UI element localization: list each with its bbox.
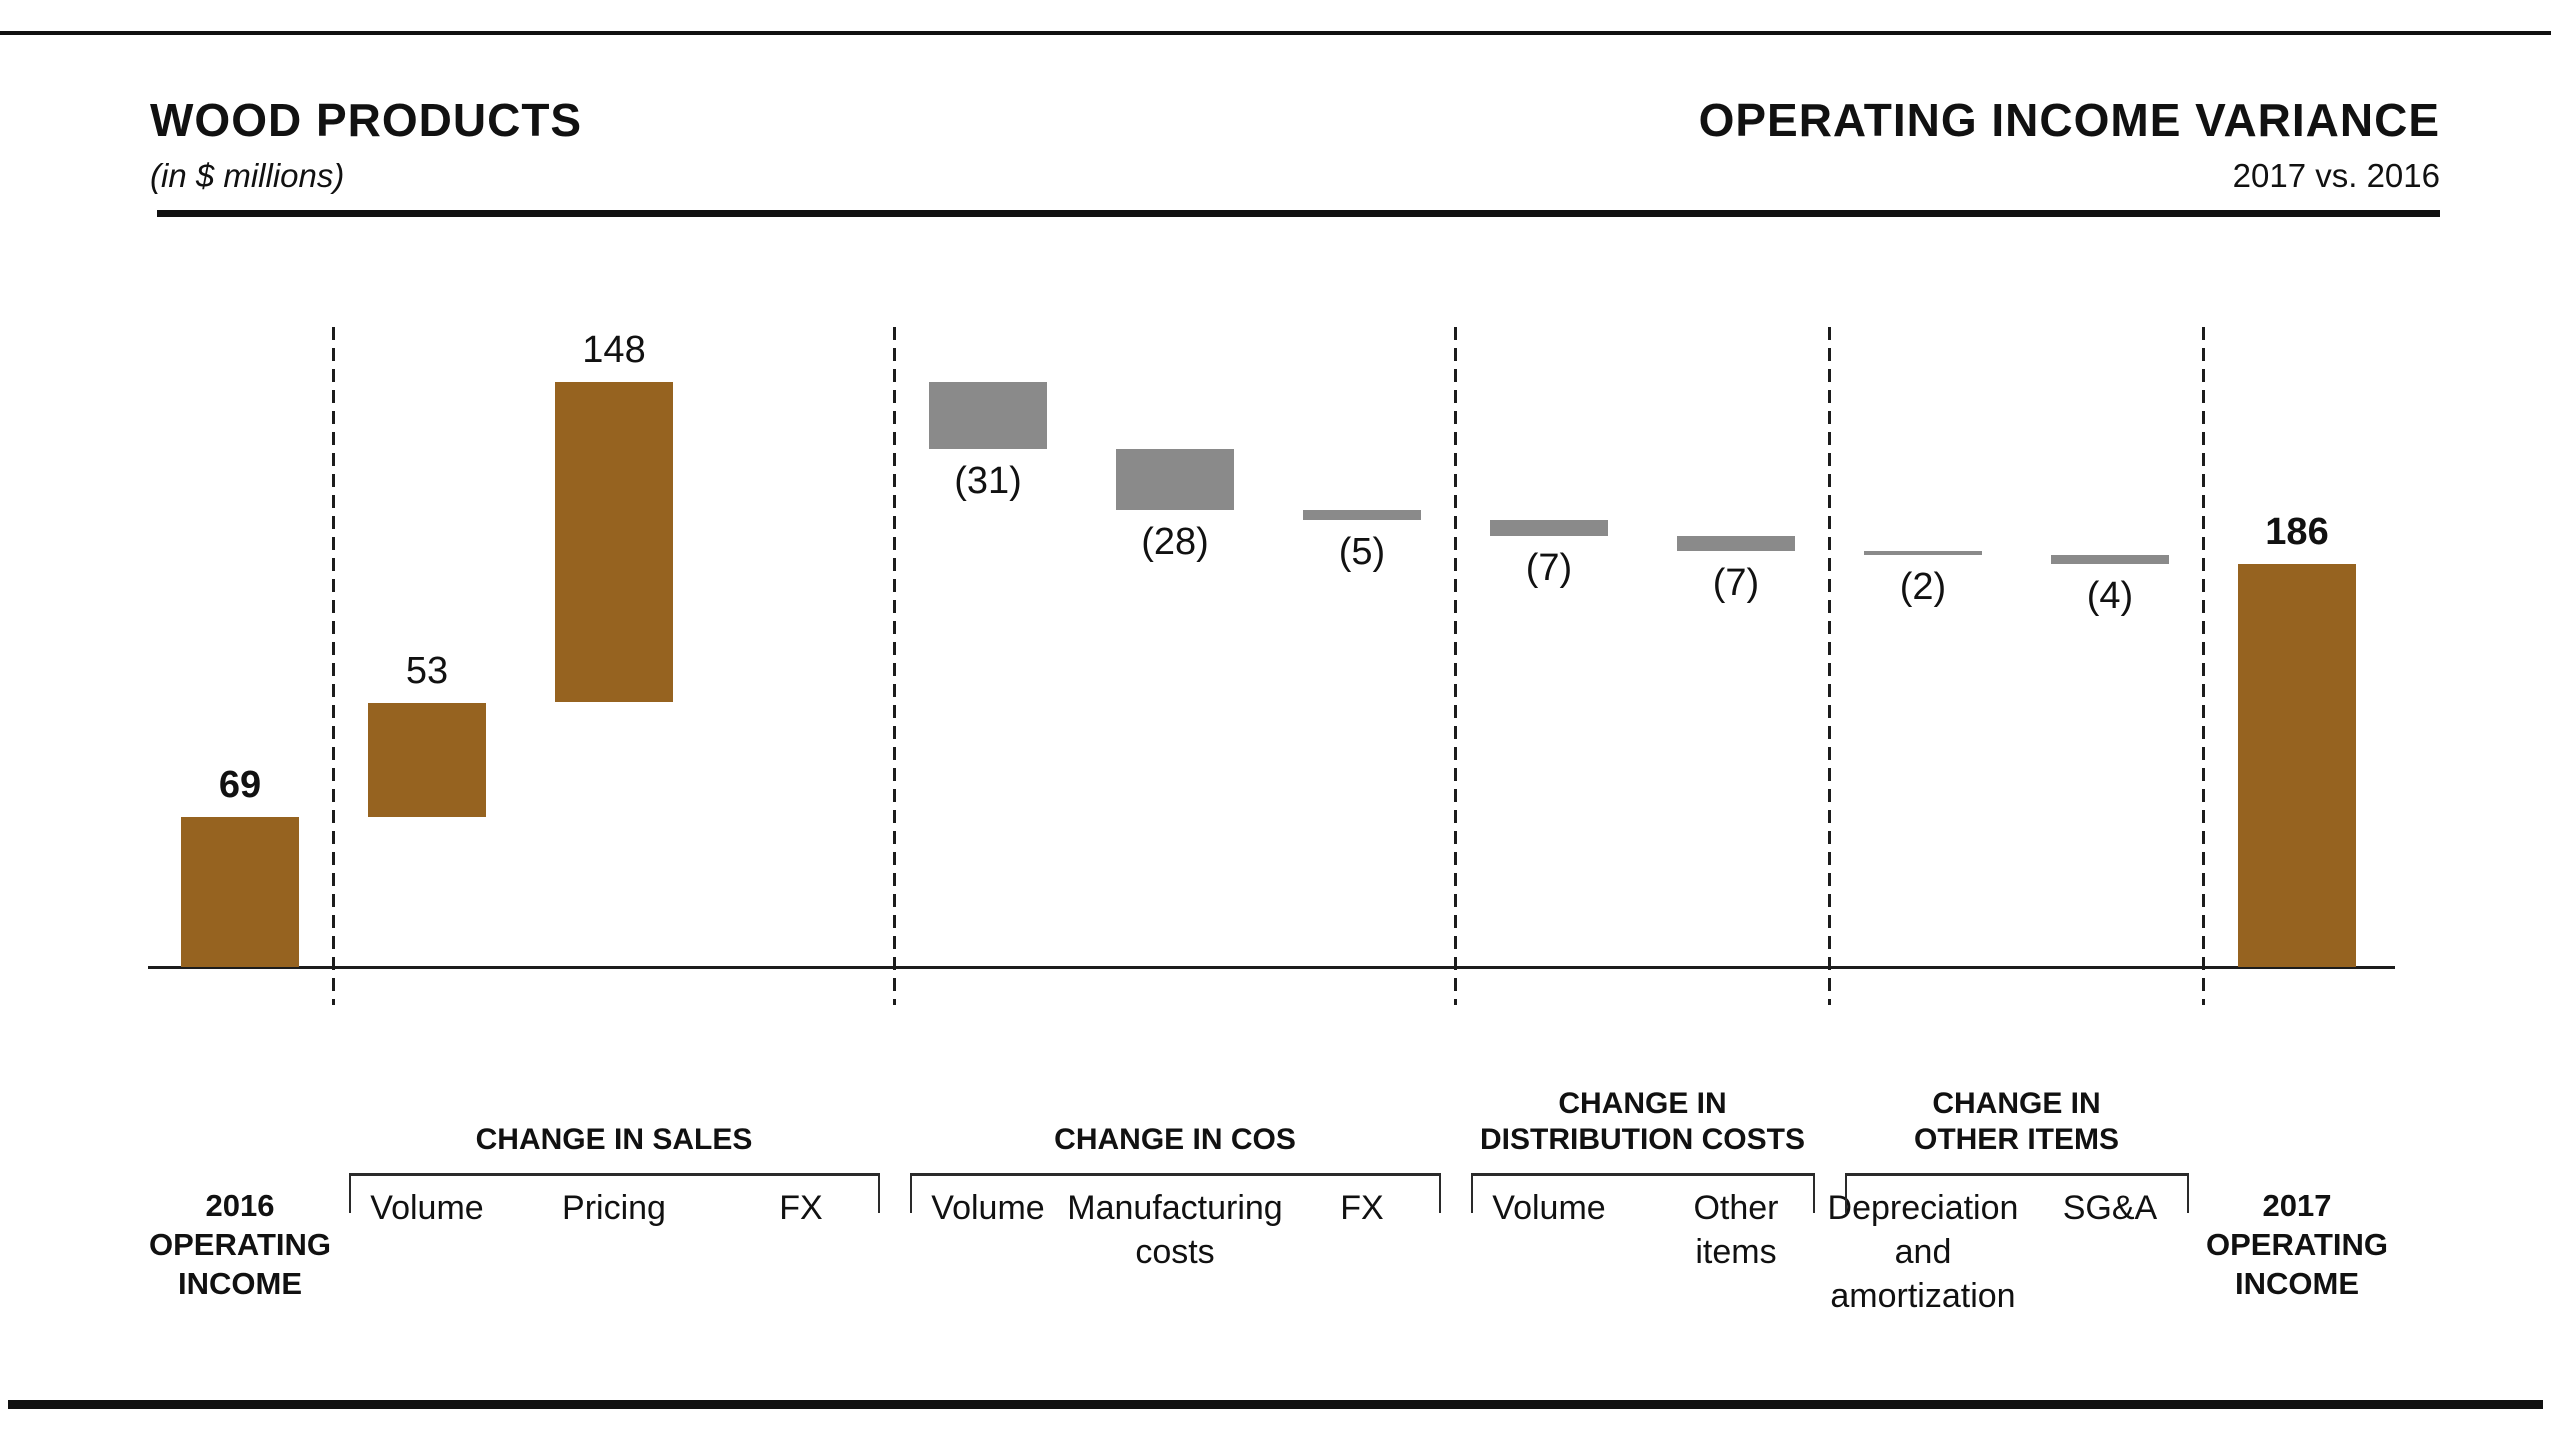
group-bracket-tick xyxy=(348,1173,351,1213)
bar-value-label: (28) xyxy=(1141,520,1209,563)
axis-category-label: FX xyxy=(671,1186,931,1230)
bar-negative xyxy=(1303,509,1421,521)
header-left: WOOD PRODUCTS (in $ millions) xyxy=(150,96,582,196)
group-bracket xyxy=(1470,1173,1815,1176)
axis-category-label: FX xyxy=(1232,1186,1492,1230)
axis-category-label-line: Volume xyxy=(1492,1189,1606,1227)
group-title: CHANGE IN COS xyxy=(875,1122,1475,1158)
group-title: CHANGE IN DISTRIBUTION COSTS xyxy=(1343,1086,1943,1158)
group-bracket-tick xyxy=(1844,1173,1847,1213)
group-title-line: CHANGE IN SALES xyxy=(475,1123,753,1156)
bar-positive xyxy=(181,817,299,967)
axis-category-label: Manufacturing costs xyxy=(1045,1186,1305,1274)
axis-category-label-line: FX xyxy=(1340,1189,1384,1227)
bar-value-label: (2) xyxy=(1899,566,1947,609)
axis-category-label: Pricing xyxy=(484,1186,744,1230)
axis-category-label-line: and xyxy=(1894,1233,1952,1271)
bar-negative xyxy=(1116,448,1234,510)
axis-category-label-line: costs xyxy=(1135,1233,1215,1271)
axis-category-label-line: Pricing xyxy=(562,1189,666,1227)
axis-category-label-line: items xyxy=(1695,1233,1777,1271)
bar-value-label: (7) xyxy=(1712,561,1760,604)
x-axis-line xyxy=(148,966,2395,969)
axis-category-label: SG&A xyxy=(1980,1186,2240,1230)
group-bracket-tick xyxy=(877,1173,880,1213)
bar-positive xyxy=(368,702,486,818)
top-border-line xyxy=(0,31,2551,35)
axis-category-label-line: FX xyxy=(779,1189,823,1227)
group-title-line: CHANGE IN COS xyxy=(1054,1123,1296,1156)
bar-negative xyxy=(929,381,1047,449)
axis-category-label: 2016 OPERATING INCOME xyxy=(110,1186,370,1303)
group-title-line: OTHER ITEMS xyxy=(1913,1123,2119,1156)
bar-negative xyxy=(1490,520,1608,536)
axis-category-label-line: OPERATING xyxy=(2206,1227,2388,1262)
group-bracket-tick xyxy=(1812,1173,1815,1213)
group-title-line: CHANGE IN xyxy=(1558,1087,1727,1120)
axis-category-label-line: Other xyxy=(1693,1189,1779,1227)
chart-title: OPERATING INCOME VARIANCE xyxy=(1698,94,2440,146)
bottom-border-line xyxy=(8,1400,2543,1409)
axis-category-label-line: SG&A xyxy=(2062,1189,2158,1227)
axis-category-label-line: Manufacturing xyxy=(1067,1189,1283,1227)
section-separator-line xyxy=(1828,327,1831,1005)
axis-category-label-line: Volume xyxy=(931,1189,1045,1227)
axis-category-label-line: Depreciation xyxy=(1827,1189,2019,1227)
axis-category-label: Volume xyxy=(297,1186,557,1230)
group-title: CHANGE IN OTHER ITEMS xyxy=(1717,1086,2317,1158)
page-title: WOOD PRODUCTS xyxy=(150,94,583,146)
axis-category-label: Volume xyxy=(1419,1186,1679,1230)
axis-category-label-line: INCOME xyxy=(178,1266,302,1301)
header-rule-line xyxy=(157,210,2440,217)
axis-category-label-line: Volume xyxy=(370,1189,484,1227)
group-bracket-tick xyxy=(1470,1173,1473,1213)
group-title-line: CHANGE IN xyxy=(1932,1087,2101,1120)
group-bracket xyxy=(1844,1173,2189,1176)
axis-category-label-line: 2016 xyxy=(205,1188,275,1223)
bar-negative xyxy=(1677,535,1795,551)
bar-value-label: (31) xyxy=(954,459,1022,502)
bar-positive xyxy=(555,381,673,703)
group-bracket-tick xyxy=(909,1173,912,1213)
axis-category-label-line: INCOME xyxy=(2235,1266,2359,1301)
group-bracket xyxy=(348,1173,880,1176)
bar-value-label: 69 xyxy=(218,764,262,807)
bar-value-label: 53 xyxy=(405,649,449,692)
group-title-line: DISTRIBUTION COSTS xyxy=(1479,1123,1805,1156)
axis-category-label: Other items xyxy=(1606,1186,1866,1274)
axis-category-label-line: amortization xyxy=(1830,1277,2016,1315)
group-title: CHANGE IN SALES xyxy=(314,1122,914,1158)
bar-negative xyxy=(2051,555,2169,564)
group-bracket-tick xyxy=(1438,1173,1441,1213)
period-label: 2017 vs. 2016 xyxy=(2232,157,2440,194)
bar-value-label: 186 xyxy=(2265,510,2329,553)
axis-category-label: Volume xyxy=(858,1186,1118,1230)
bar-value-label: (5) xyxy=(1338,531,1386,574)
section-separator-line xyxy=(332,327,335,1005)
group-bracket-tick xyxy=(2186,1173,2189,1213)
bar-value-label: (4) xyxy=(2086,574,2134,617)
bar-value-label: (7) xyxy=(1525,546,1573,589)
group-bracket xyxy=(909,1173,1441,1176)
bar-positive xyxy=(2238,563,2356,967)
section-separator-line xyxy=(893,327,896,1005)
header-right: OPERATING INCOME VARIANCE 2017 vs. 2016 xyxy=(1699,96,2440,196)
bar-negative xyxy=(1864,550,1982,556)
axis-category-label-line: 2017 xyxy=(2262,1188,2332,1223)
axis-category-label: Depreciation and amortization xyxy=(1793,1186,2053,1318)
bar-value-label: 148 xyxy=(582,328,646,371)
axis-category-label-line: OPERATING xyxy=(149,1227,331,1262)
units-note: (in $ millions) xyxy=(150,157,345,194)
axis-category-label: 2017 OPERATING INCOME xyxy=(2167,1186,2427,1303)
section-separator-line xyxy=(1454,327,1457,1005)
section-separator-line xyxy=(2202,327,2205,1005)
